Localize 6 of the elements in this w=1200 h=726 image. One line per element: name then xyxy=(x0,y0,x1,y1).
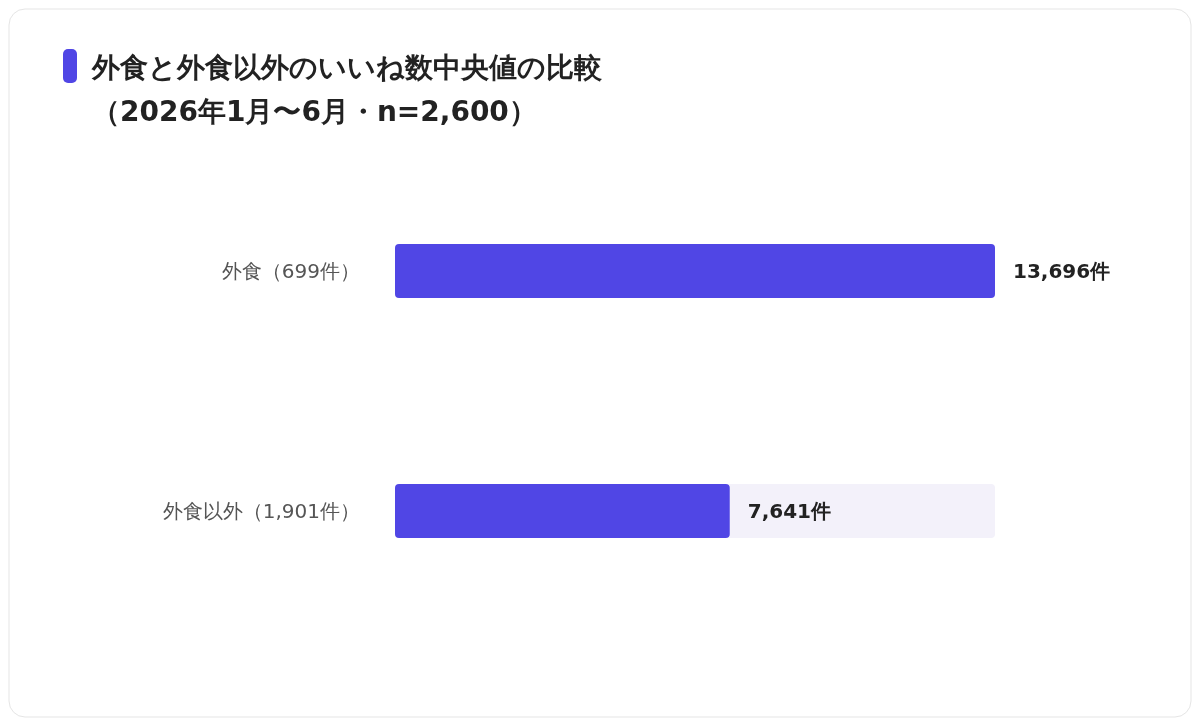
chart-title: 外食と外食以外のいいね数中央値の比較 xyxy=(91,51,603,84)
y-tick-label: 外食（699件） xyxy=(221,259,360,283)
chart-subtitle: （2026年1月〜6月・n=2,600） xyxy=(92,95,537,128)
y-tick-label: 外食以外（1,901件） xyxy=(162,499,360,523)
data-label: 7,641件 xyxy=(747,499,832,523)
data-label: 13,696件 xyxy=(1013,259,1111,283)
